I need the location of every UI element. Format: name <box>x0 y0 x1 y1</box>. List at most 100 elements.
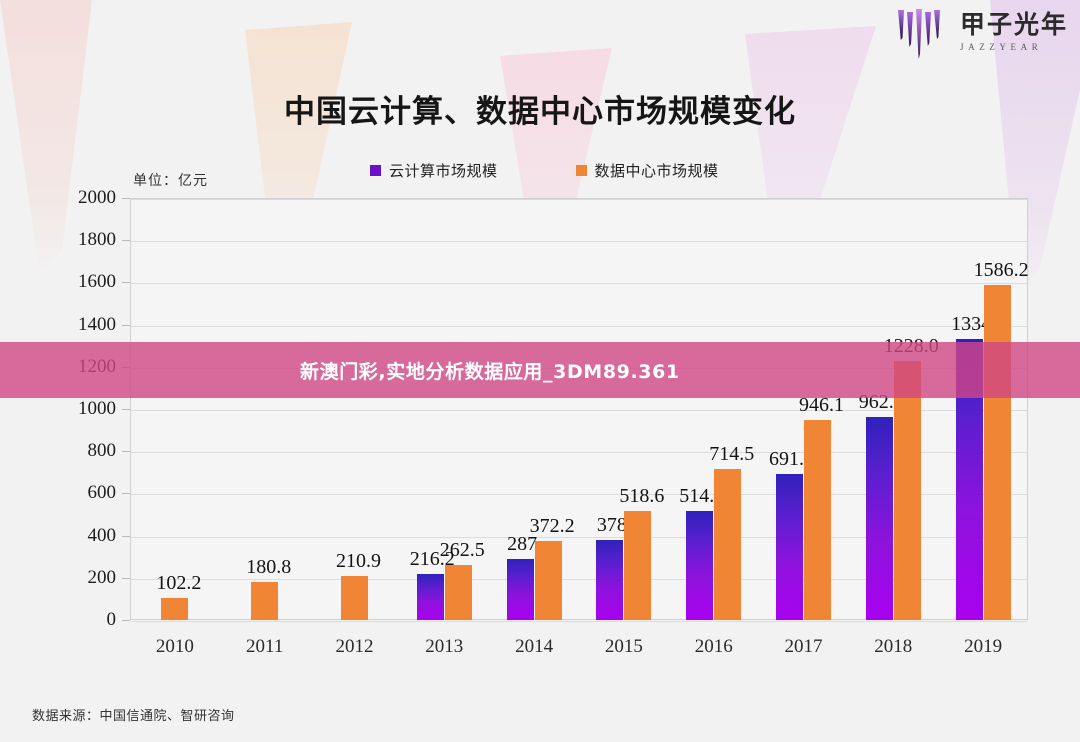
bar-value-label-datacenter: 262.5 <box>439 538 485 561</box>
y-axis-tick-label: 800 <box>87 440 117 462</box>
source-note: 数据来源：中国信通院、智研咨询 <box>32 708 235 723</box>
bar-value-label-datacenter: 102.2 <box>156 572 202 595</box>
gridline <box>131 452 1027 454</box>
gridline <box>131 536 1027 538</box>
y-axis-tick-label: 1800 <box>78 229 116 251</box>
bar-datacenter[interactable] <box>444 564 472 620</box>
bar-value-label-cloud: 287 <box>507 533 538 556</box>
bar-cloud[interactable] <box>416 574 444 620</box>
y-axis-tick-label: 0 <box>106 609 117 630</box>
bar-group: 102.2 <box>130 198 220 620</box>
bar-value-label-cloud: 691.6 <box>768 448 814 471</box>
x-axis-tick-label: 2010 <box>155 636 194 657</box>
y-axis-tick-mark <box>122 451 130 453</box>
bar-datacenter[interactable] <box>714 469 742 620</box>
legend-swatch-purple-icon <box>370 165 381 176</box>
bar-value-label-datacenter: 1586.2 <box>973 259 1029 282</box>
brand-logo: 甲子光年 JAZZYEAR <box>893 2 1071 64</box>
y-axis-tick-mark <box>122 240 130 242</box>
bar-cloud[interactable] <box>506 559 534 620</box>
y-axis-tick-mark <box>122 577 130 579</box>
unit-label: 单位：亿元 <box>133 174 208 189</box>
bar-datacenter[interactable] <box>893 360 921 620</box>
bar-cloud[interactable] <box>775 474 803 620</box>
bar-datacenter[interactable] <box>624 510 652 620</box>
bar-value-label-cloud: 216.2 <box>409 548 455 571</box>
bar-value-label-datacenter: 518.6 <box>619 484 665 507</box>
x-axis-tick-label: 2012 <box>335 636 374 657</box>
y-axis-tick-mark <box>122 324 130 326</box>
legend-label-datacenter: 数据中心市场规模 <box>594 164 719 180</box>
legend-swatch-orange-icon <box>575 165 587 176</box>
gridline <box>131 199 1027 200</box>
gridline <box>131 283 1027 285</box>
bar-value-label-datacenter: 372.2 <box>529 515 575 538</box>
bar-datacenter[interactable] <box>803 420 831 620</box>
bar-value-label-datacenter: 210.9 <box>335 549 381 572</box>
x-axis-tick-label: 2015 <box>604 636 643 657</box>
bar-group: 180.8 <box>220 198 310 620</box>
bar-cloud[interactable] <box>686 511 714 620</box>
bar-group: 514.9 714.5 <box>669 198 759 620</box>
x-axis-tick-label: 2011 <box>246 636 284 657</box>
bar-group: 216.2 262.5 <box>399 198 489 620</box>
y-axis-tick-mark <box>122 620 130 621</box>
x-axis-tick-label: 2014 <box>515 636 554 657</box>
legend-item-datacenter[interactable]: 数据中心市场规模 <box>575 160 719 181</box>
bar-cloud[interactable] <box>865 416 893 620</box>
y-axis-tick-mark <box>122 409 130 410</box>
x-axis-tick-label: 2016 <box>694 636 733 657</box>
y-axis-tick-mark <box>122 493 130 495</box>
gridline <box>131 241 1027 243</box>
legend-label-cloud: 云计算市场规模 <box>389 164 498 180</box>
bar-datacenter[interactable] <box>251 581 279 620</box>
x-axis: 2010 2011 2012 2013 2014 2015 2016 2017 2018 2019 <box>130 636 1028 666</box>
x-axis-tick-label: 2019 <box>964 636 1003 657</box>
y-axis-tick-label: 1600 <box>78 271 116 293</box>
bar-value-label-datacenter: 946.1 <box>798 394 844 417</box>
bar-value-label-cloud: 514.9 <box>679 485 725 508</box>
overlay-banner: 新澳门彩,实地分析数据应用_3DM89.361 <box>0 342 1080 398</box>
bar-group: 287 372.2 <box>489 198 579 620</box>
logo-cn-name: 甲子光年 <box>960 12 1069 40</box>
gridline <box>131 621 1027 622</box>
chart-legend: 云计算市场规模 数据中心市场规模 <box>370 160 719 181</box>
x-axis-tick-label: 2013 <box>425 636 464 657</box>
chart-title: 中国云计算、数据中心市场规模变化 <box>284 94 796 129</box>
gridline <box>131 578 1027 580</box>
y-axis-tick-label: 1400 <box>78 313 116 335</box>
bar-group: 210.9 <box>310 198 400 620</box>
y-axis: 2000180016001400120010008006004002000 <box>0 187 130 630</box>
bar-datacenter[interactable] <box>983 285 1011 620</box>
bar-value-label-datacenter: 180.8 <box>246 555 292 578</box>
x-axis-tick-label: 2018 <box>874 636 913 657</box>
y-axis-tick-label: 200 <box>87 566 117 588</box>
jazzyear-spikes-icon <box>893 4 951 62</box>
bar-group: 691.6 946.1 <box>759 198 849 620</box>
bar-series-container: 102.2 180.8 210.9 216.2 262.5 287 372.2 378 518.… <box>130 198 1029 620</box>
bar-value-label-cloud: 378 <box>596 514 627 537</box>
bar-datacenter[interactable] <box>534 541 562 620</box>
legend-item-cloud[interactable]: 云计算市场规模 <box>370 160 498 181</box>
gridline <box>131 410 1027 411</box>
bar-group: 1334 1586.2 <box>938 198 1029 620</box>
y-axis-tick-label: 400 <box>87 524 117 546</box>
y-axis-tick-label: 1000 <box>78 398 116 419</box>
y-axis-tick-mark <box>122 198 130 199</box>
bar-value-label-datacenter: 714.5 <box>709 443 755 466</box>
bar-cloud[interactable] <box>596 540 624 620</box>
bar-group: 378 518.6 <box>579 198 669 620</box>
logo-wordmark: 甲子光年 JAZZYEAR <box>960 13 1068 52</box>
bar-datacenter[interactable] <box>340 575 368 620</box>
gridline <box>131 325 1027 327</box>
bar-group: 962.81228.0 <box>848 198 939 620</box>
y-axis-tick-mark <box>122 535 130 537</box>
x-axis-tick-label: 2017 <box>784 636 823 657</box>
gridline <box>131 494 1027 496</box>
overlay-banner-text: 新澳门彩,实地分析数据应用_3DM89.361 <box>300 360 680 383</box>
bar-datacenter[interactable] <box>161 598 189 620</box>
y-axis-tick-label: 600 <box>87 482 117 504</box>
bar-value-label-cloud: 1334 <box>951 312 992 335</box>
logo-en-name: JAZZYEAR <box>960 41 1043 52</box>
